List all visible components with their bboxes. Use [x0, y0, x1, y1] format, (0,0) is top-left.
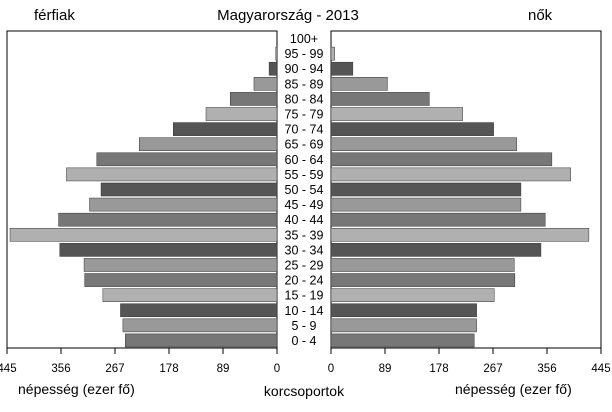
female-bar-10-14: [330, 303, 477, 318]
right-panel: [330, 30, 602, 349]
age-group-label: 65 - 69: [285, 138, 324, 152]
left-x-tick-label: 356: [51, 363, 70, 375]
female-bar-45-49: [330, 197, 522, 212]
male-bar-20-24: [84, 273, 278, 287]
female-bar-30-34: [330, 243, 542, 257]
age-group-label: 80 - 84: [285, 92, 324, 106]
right-x-tick-label: 267: [483, 363, 502, 375]
age-group-label: 70 - 74: [285, 123, 324, 137]
right-x-tick-label: 0: [328, 363, 334, 375]
age-group-label: 45 - 49: [285, 198, 324, 212]
age-group-label: 60 - 64: [285, 153, 324, 167]
female-bar-70-74: [330, 122, 494, 136]
female-bar-25-29: [330, 258, 515, 272]
left-x-axis: 0 89 178 267 356 445: [0, 348, 280, 375]
female-bar-50-54: [330, 182, 522, 197]
male-bar-55-59: [66, 167, 278, 182]
male-bar-15-19: [102, 288, 278, 302]
age-group-label: 10 - 14: [285, 304, 324, 318]
right-x-axis-label: népesség (ezer fő): [455, 381, 572, 397]
female-bar-55-59: [330, 167, 571, 182]
left-panel-label: férfiak: [34, 7, 75, 24]
male-bar-95-99: [275, 46, 278, 61]
female-bar-90-94: [330, 61, 354, 76]
age-group-label: 35 - 39: [285, 228, 324, 242]
female-bar-5-9: [330, 318, 477, 333]
female-bar-75-79: [330, 107, 463, 121]
male-bar-90-94: [268, 61, 278, 76]
age-group-label: 85 - 89: [285, 77, 324, 91]
male-bar-80-84: [230, 92, 278, 106]
male-bar-40-44: [58, 212, 278, 227]
age-group-label: 15 - 19: [285, 289, 324, 303]
right-x-axis: 0 89 178 267 356 445: [328, 348, 611, 375]
female-bar-60-64: [330, 152, 553, 167]
age-group-label: 75 - 79: [285, 108, 324, 122]
male-bar-35-39: [9, 227, 278, 242]
female-bar-0-4: [330, 333, 475, 348]
right-x-tick-label: 445: [591, 363, 610, 375]
center-axis-label: korcsoportok: [264, 383, 345, 399]
left-x-tick-label: 445: [0, 363, 17, 375]
male-bar-45-49: [89, 197, 278, 212]
age-group-label: 20 - 24: [285, 274, 324, 288]
male-bar-5-9: [122, 318, 278, 333]
left-panel: [6, 30, 278, 349]
male-bar-60-64: [96, 152, 278, 167]
right-x-tick-label: 178: [429, 363, 448, 375]
right-panel-label: nők: [528, 7, 553, 24]
male-bar-30-34: [59, 243, 278, 257]
right-x-tick-label: 89: [379, 363, 392, 375]
female-bar-80-84: [330, 92, 430, 106]
female-bar-95-99: [330, 46, 335, 61]
male-bar-25-29: [83, 258, 278, 272]
male-bar-10-14: [120, 303, 278, 318]
male-bar-70-74: [172, 122, 278, 136]
age-group-label: 25 - 29: [285, 258, 324, 272]
left-x-axis-label: népesség (ezer fő): [18, 381, 135, 397]
age-group-label: 30 - 34: [285, 243, 324, 257]
female-bar-40-44: [330, 212, 546, 227]
male-bar-0-4: [125, 333, 278, 348]
male-bar-85-89: [253, 77, 278, 91]
right-x-tick-label: 356: [537, 363, 556, 375]
female-bar-85-89: [330, 77, 388, 91]
female-bar-15-19: [330, 288, 495, 302]
male-bar-65-69: [139, 137, 278, 152]
age-group-label: 50 - 54: [285, 183, 324, 197]
female-bar-35-39: [330, 227, 590, 242]
chart-title: Magyarország - 2013: [217, 7, 359, 24]
left-x-tick-label: 0: [274, 363, 280, 375]
age-group-label: 40 - 44: [285, 213, 324, 227]
age-group-label: 55 - 59: [285, 168, 324, 182]
age-group-label: 5 - 9: [291, 319, 316, 333]
age-group-label: 90 - 94: [285, 62, 324, 76]
male-bar-75-79: [205, 107, 278, 121]
left-x-tick-label: 178: [159, 363, 178, 375]
female-bar-65-69: [330, 137, 517, 152]
female-bar-20-24: [330, 273, 516, 287]
male-bar-50-54: [100, 182, 278, 197]
age-group-label: 100+: [290, 32, 318, 46]
age-group-label: 95 - 99: [285, 47, 324, 61]
left-x-tick-label: 267: [105, 363, 124, 375]
age-group-label: 0 - 4: [291, 334, 316, 348]
left-x-tick-label: 89: [217, 363, 230, 375]
